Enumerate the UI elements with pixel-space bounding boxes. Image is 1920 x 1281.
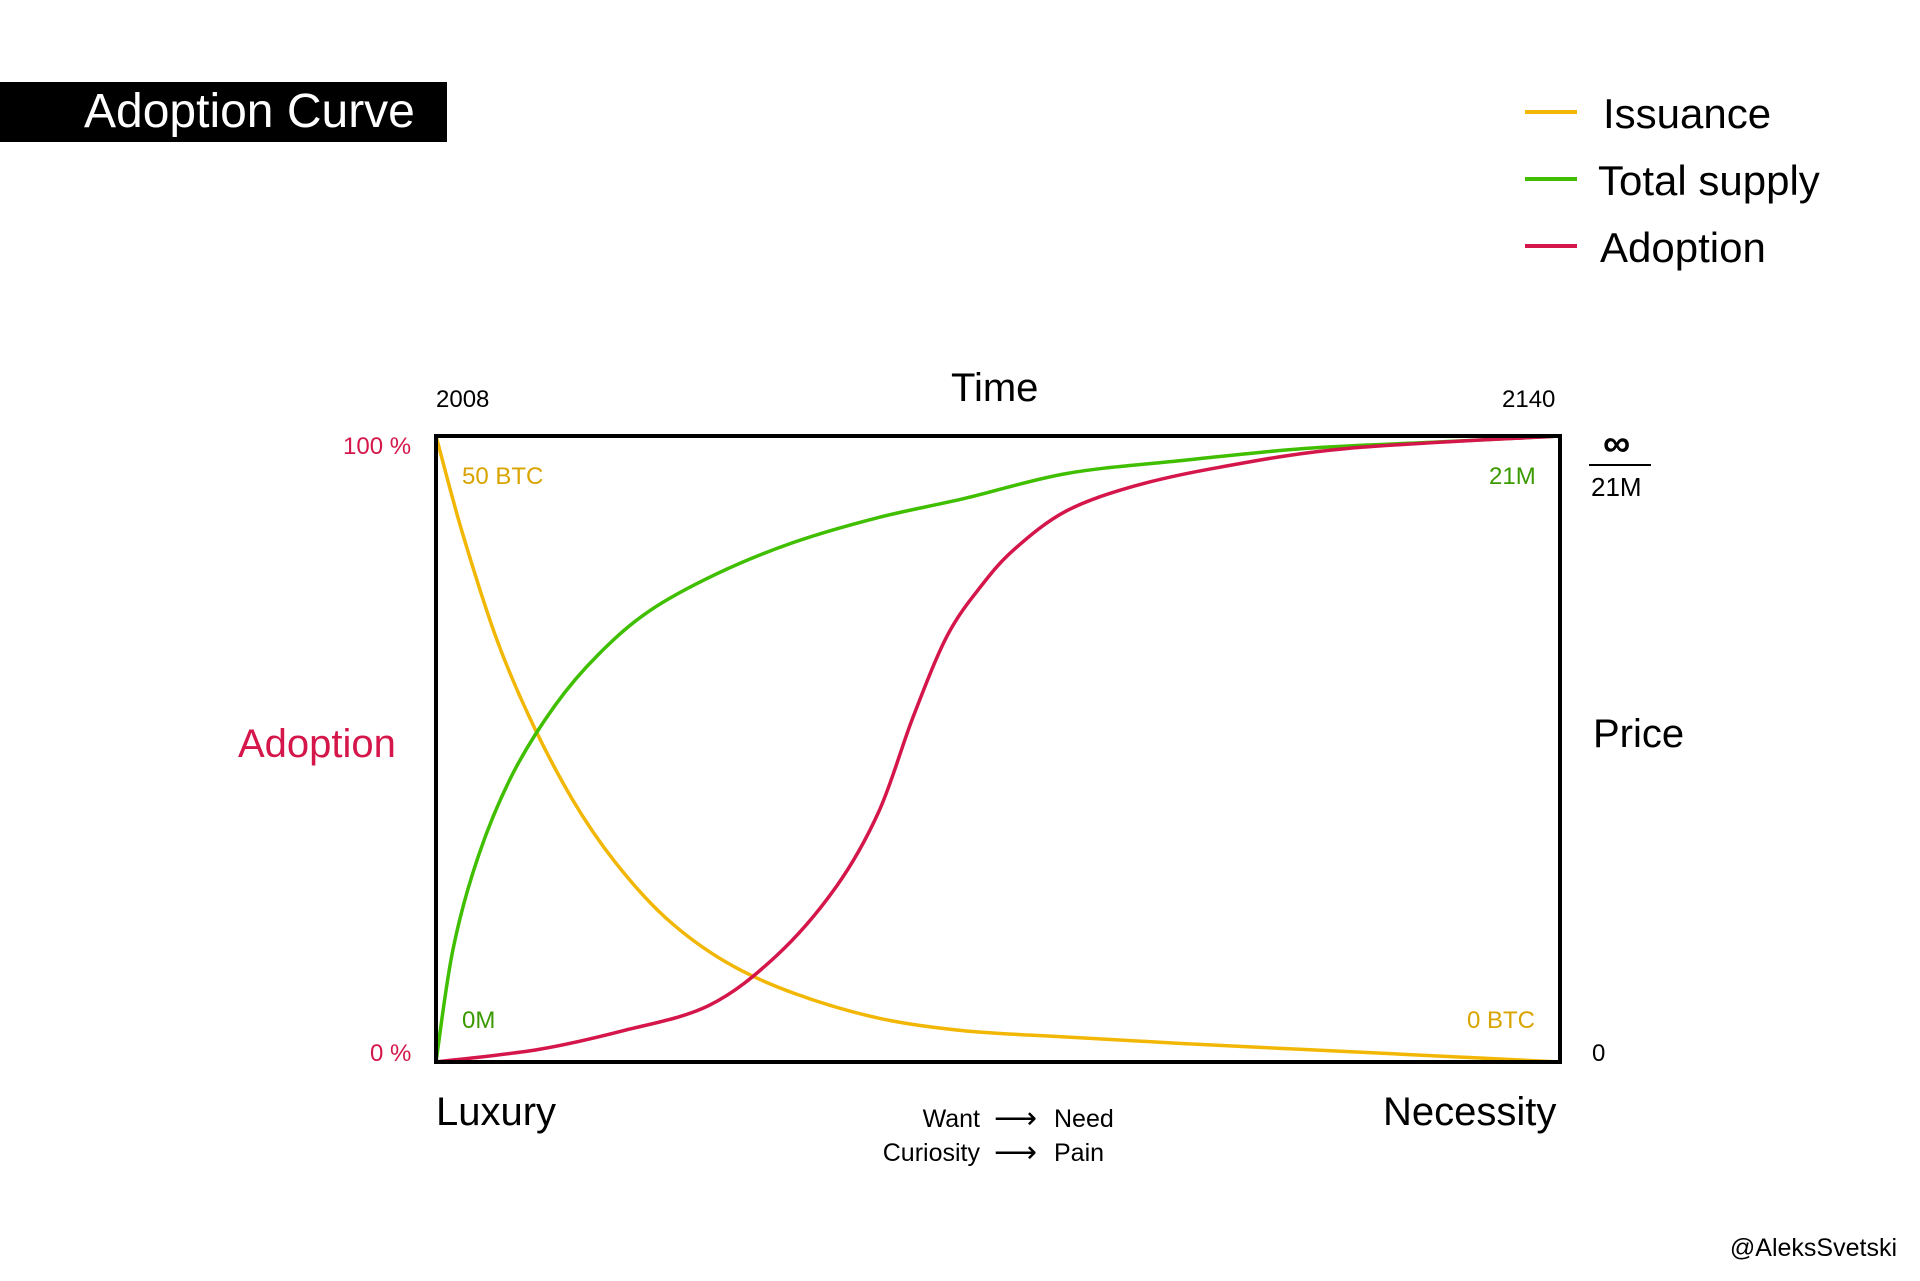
plot-frame	[434, 434, 1562, 1064]
legend-swatch-adoption	[1525, 244, 1577, 248]
series-line-adoption	[434, 434, 1562, 1064]
supply-end-label: 21M	[1489, 463, 1536, 490]
y-axis-title: Adoption	[238, 722, 396, 766]
chart-title: Adoption Curve	[84, 85, 415, 138]
y-tick-bottom: 0 %	[370, 1040, 412, 1067]
supply-start-label: 0M	[462, 1007, 496, 1034]
flow-from-want: Want	[922, 1105, 980, 1133]
author-credit: @AleksSvetski	[1729, 1234, 1897, 1262]
right-tick-bottom: 0	[1592, 1040, 1606, 1067]
issuance-end-label: 0 BTC	[1467, 1007, 1536, 1034]
series-layer	[434, 434, 1562, 1064]
x-axis-title: Time	[951, 366, 1039, 410]
right-tick-top: 21M	[1591, 472, 1642, 502]
legend-swatch-issuance	[1525, 110, 1577, 114]
y-tick-top: 100 %	[343, 433, 412, 460]
legend-label-issuance: Issuance	[1603, 90, 1772, 137]
infinity-symbol: ∞	[1603, 423, 1631, 465]
luxury-label: Luxury	[436, 1090, 557, 1134]
legend-label-total-supply: Total supply	[1598, 157, 1820, 204]
x-tick-start: 2008	[436, 386, 490, 413]
necessity-label: Necessity	[1383, 1090, 1557, 1134]
flow-from-curiosity: Curiosity	[882, 1139, 980, 1167]
flow-to-need: Need	[1054, 1105, 1114, 1133]
flow-to-pain: Pain	[1054, 1139, 1105, 1167]
x-tick-end: 2140	[1502, 386, 1556, 413]
fraction-bar	[1589, 464, 1651, 466]
flow-arrow-1: ⟶	[994, 1102, 1038, 1135]
right-axis-title: Price	[1593, 712, 1685, 756]
legend-swatch-total-supply	[1525, 177, 1577, 181]
legend-label-adoption: Adoption	[1600, 224, 1766, 271]
issuance-start-label: 50 BTC	[462, 463, 544, 490]
title-banner	[0, 82, 447, 142]
series-line-total-supply	[434, 434, 1562, 1064]
series-line-issuance	[434, 434, 1562, 1064]
flow-arrow-2: ⟶	[994, 1136, 1038, 1169]
